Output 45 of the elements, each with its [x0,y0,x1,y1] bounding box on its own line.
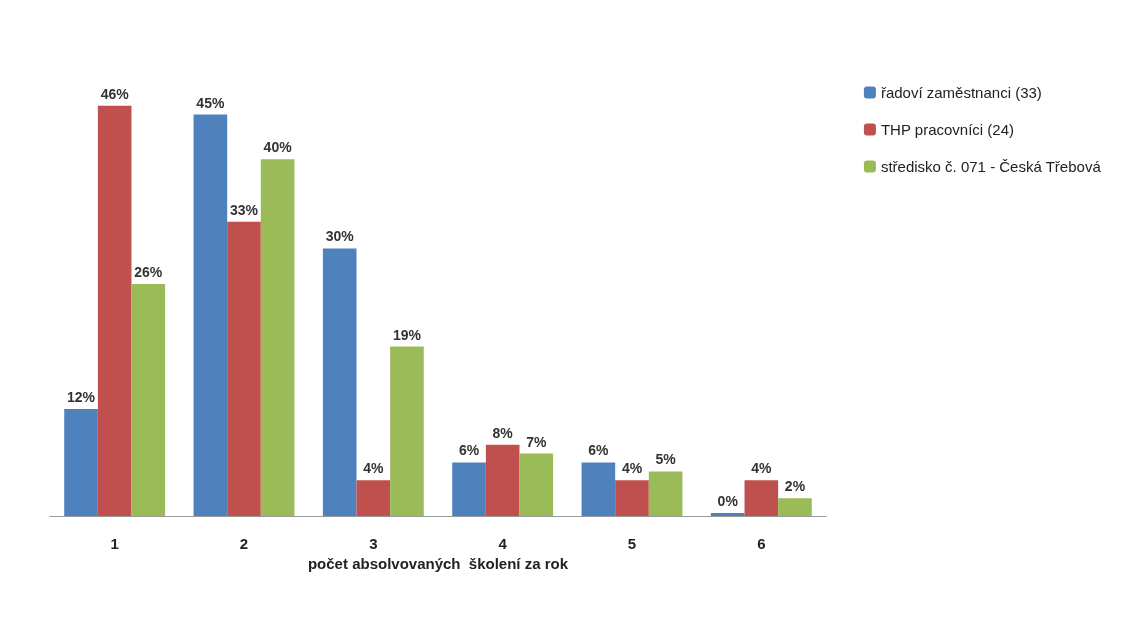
data-label: 30% [325,228,355,245]
bar [452,462,486,516]
bar [615,480,649,516]
x-tick-label: 3 [369,535,378,552]
bar [356,480,391,516]
data-label: 4% [621,460,643,477]
bar [485,444,520,516]
bar [581,462,616,516]
bar [322,248,357,516]
data-label: 4% [751,460,772,477]
data-label: 19% [392,326,422,343]
data-label: 45% [196,94,225,111]
data-label: 2% [784,478,806,495]
bar [519,453,554,516]
legend-label: THP pracovníci (24) [880,121,1015,138]
data-label: 0% [717,493,739,509]
x-tick-label: 5 [627,535,637,552]
x-tick-label: 6 [757,535,766,552]
data-label: 40% [263,139,293,156]
data-label: 6% [458,442,480,459]
bar [64,408,98,516]
bar [193,114,228,516]
bar [131,284,166,516]
data-label: 5% [655,451,677,468]
bar [648,471,683,516]
bar [390,346,424,516]
bar [744,480,779,516]
data-label: 12% [67,388,96,405]
x-tick-label: 2 [239,535,249,552]
x-tick-label: 4 [498,535,508,552]
data-label: 33% [229,201,259,218]
legend-label: středisko č. 071 - Česká Třebová [880,158,1102,175]
data-label: 4% [363,460,384,477]
bar [227,221,261,516]
x-axis-title: počet absolvovaných školení za rok [307,555,569,572]
data-label: 6% [588,442,610,459]
bar [260,159,295,516]
data-label: 46% [100,85,130,102]
data-label: 8% [492,424,514,441]
bar [778,498,812,516]
data-label: 26% [134,264,163,281]
legend-label: řadoví zaměstnanci (33) [880,84,1042,101]
x-tick-label: 1 [110,535,119,552]
data-label: 7% [526,433,547,450]
bar [97,105,132,516]
